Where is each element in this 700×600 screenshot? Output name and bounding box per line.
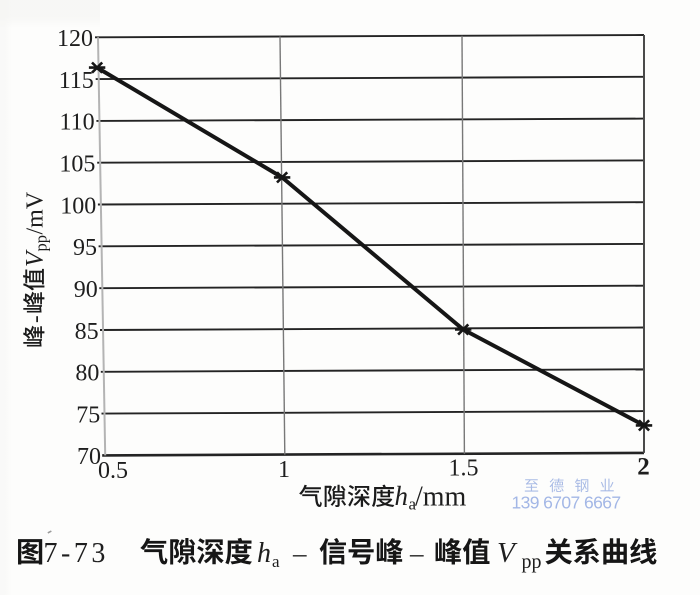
svg-text:95: 95 bbox=[73, 235, 97, 261]
svg-text:120: 120 bbox=[57, 26, 93, 52]
svg-text:-: - bbox=[23, 315, 48, 323]
svg-text:/mV: /mV bbox=[23, 191, 49, 234]
svg-text:1.5: 1.5 bbox=[449, 456, 479, 482]
svg-text:a: a bbox=[272, 552, 280, 571]
svg-text:7-73: 7-73 bbox=[44, 538, 109, 569]
svg-text:105: 105 bbox=[59, 152, 95, 178]
svg-text:2: 2 bbox=[637, 454, 650, 481]
svg-text:110: 110 bbox=[59, 110, 94, 136]
svg-text:V: V bbox=[22, 249, 49, 267]
svg-text:pp: pp bbox=[32, 235, 51, 252]
svg-text:–: – bbox=[292, 538, 307, 568]
svg-text:0.5: 0.5 bbox=[98, 458, 128, 484]
svg-text:115: 115 bbox=[59, 68, 94, 94]
svg-text:90: 90 bbox=[74, 277, 98, 303]
svg-text:1: 1 bbox=[278, 457, 290, 483]
svg-text:85: 85 bbox=[75, 319, 99, 345]
svg-text:V: V bbox=[497, 537, 518, 569]
svg-text:80: 80 bbox=[75, 361, 99, 387]
svg-text:a: a bbox=[409, 495, 417, 514]
svg-text:h: h bbox=[395, 481, 409, 511]
svg-text:100: 100 bbox=[60, 193, 96, 219]
svg-text:h: h bbox=[257, 538, 271, 569]
svg-text:139 6707 6667: 139 6707 6667 bbox=[512, 493, 621, 513]
svg-text:70: 70 bbox=[77, 444, 101, 470]
svg-text:pp: pp bbox=[522, 551, 542, 573]
svg-text:/mm: /mm bbox=[415, 482, 467, 513]
svg-text:75: 75 bbox=[76, 402, 100, 428]
svg-text:–: – bbox=[409, 538, 424, 568]
